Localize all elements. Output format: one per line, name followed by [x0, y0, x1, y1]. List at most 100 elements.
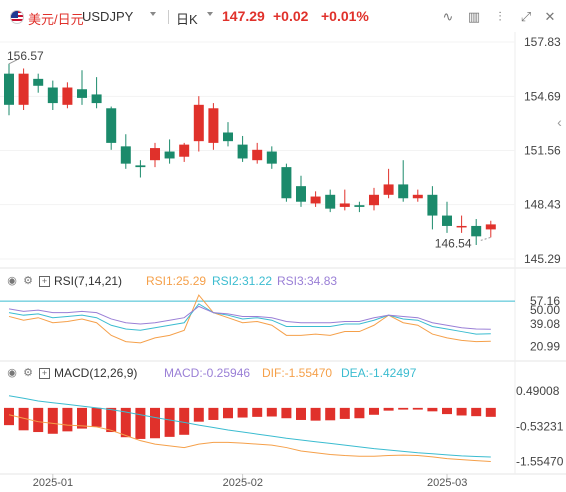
candle-body	[4, 73, 14, 105]
macd-histogram-bar	[33, 407, 44, 433]
rsi-y-tick-label: 20.99	[530, 340, 560, 354]
candle-body	[252, 149, 263, 161]
candle-body	[281, 167, 292, 199]
macd-histogram-bar	[325, 407, 336, 421]
macd-histogram-bar	[296, 407, 306, 420]
candle-body	[369, 194, 379, 206]
x-tick-label: 2025-02	[223, 477, 263, 489]
x-tick-label: 2025-03	[427, 477, 467, 489]
candle-body	[398, 184, 409, 199]
low-label: 146.54	[435, 236, 472, 250]
candle-body	[310, 196, 321, 204]
eye-icon[interactable]: ◉	[7, 275, 17, 287]
candle-body	[223, 132, 233, 142]
macd-series-line	[8, 414, 491, 463]
candle-body	[412, 194, 423, 199]
macd-histogram-bar	[150, 407, 160, 439]
high-label: 156.57	[7, 49, 44, 63]
macd-histogram-bar	[237, 407, 248, 418]
rsi-series-line	[8, 303, 491, 335]
settings-icon[interactable]: ⫶	[498, 9, 502, 24]
candle-body	[18, 73, 29, 105]
chevron-down-icon[interactable]	[207, 12, 213, 16]
macd-histogram-bar	[47, 407, 58, 434]
candle-body	[325, 194, 336, 209]
pair-code[interactable]: USDJPY	[82, 9, 134, 24]
candle-body	[471, 225, 482, 237]
x-tick-label: 2025-01	[33, 477, 73, 489]
candle-body	[208, 108, 219, 143]
macd-histogram-bar	[354, 407, 365, 419]
macd-histogram-bar	[427, 407, 438, 412]
candle-body	[296, 186, 306, 202]
y-tick-label: 151.56	[524, 144, 561, 158]
macd-series-line	[8, 395, 491, 458]
price-change: +0.02	[273, 8, 309, 24]
macd-histogram-bar	[471, 407, 482, 417]
period-selector[interactable]: 日K	[176, 12, 198, 27]
dif-value: DIF:-1.55470	[262, 366, 333, 380]
candle-body	[62, 87, 73, 105]
y-tick-label: 157.83	[524, 35, 561, 49]
indicator-menu-icon[interactable]: +	[39, 368, 50, 379]
rsi-y-tick-label: 57.16	[530, 294, 560, 308]
candle-body	[193, 104, 204, 142]
candle-body	[456, 225, 467, 228]
rsi2-value: RSI2:31.22	[212, 274, 273, 288]
macd-histogram-bar	[383, 407, 394, 411]
macd-histogram-bar	[62, 407, 73, 432]
macd-y-tick-label: 0.49008	[516, 384, 560, 398]
macd-y-tick-label: -0.53231	[516, 419, 564, 433]
rsi-y-tick-label: 39.08	[530, 317, 560, 331]
candle-body	[77, 89, 87, 98]
gear-icon[interactable]: ⚙	[23, 275, 33, 287]
indicator-icon[interactable]: ∿	[442, 9, 454, 24]
candle-body	[485, 224, 496, 230]
fullscreen-icon[interactable]: ⤢	[520, 9, 532, 24]
chevron-down-icon[interactable]	[150, 12, 156, 16]
macd-histogram-bar	[252, 407, 263, 417]
candle-body	[91, 94, 102, 104]
macd-histogram-bar	[369, 407, 379, 415]
macd-histogram-bar	[164, 407, 175, 437]
macd-histogram-bar	[310, 407, 321, 421]
macd-y-tick-label: -1.55470	[516, 455, 564, 469]
candle-body	[106, 108, 117, 143]
low-marker	[480, 236, 491, 241]
macd-histogram-bar	[4, 407, 14, 426]
rsi-name: RSI(7,14,21)	[54, 274, 123, 288]
rsi3-value: RSI3:34.83	[277, 274, 338, 288]
y-tick-label: 148.43	[524, 198, 561, 212]
macd-histogram-bar	[223, 407, 233, 419]
eye-icon[interactable]: ◉	[7, 367, 17, 379]
last-price: 147.29	[222, 8, 265, 24]
candle-body	[237, 144, 248, 159]
rsi-series-line	[8, 305, 491, 330]
candle-body	[135, 165, 146, 168]
indicator-menu-icon[interactable]: +	[39, 276, 50, 287]
rsi-y-tick-label: 50.00	[530, 303, 560, 317]
macd-name: MACD(12,26,9)	[54, 366, 138, 380]
dea-value: DEA:-1.42497	[341, 366, 417, 380]
pair-name[interactable]: 美元/日元	[28, 12, 84, 27]
candle-body	[383, 184, 394, 195]
chevron-left-icon[interactable]: ‹	[557, 114, 562, 130]
macd-histogram-bar	[91, 407, 102, 427]
macd-histogram-bar	[179, 407, 190, 435]
us-flag-icon	[10, 10, 24, 24]
candle-body	[33, 78, 44, 86]
chart-type-icon[interactable]: ▥	[467, 9, 481, 24]
macd-histogram-bar	[18, 407, 29, 431]
divider	[168, 10, 169, 24]
candle-body	[266, 151, 277, 164]
macd-histogram-bar	[266, 407, 277, 417]
gear-icon[interactable]: ⚙	[23, 367, 33, 379]
macd-histogram-bar	[485, 407, 496, 417]
candle-body	[164, 151, 175, 159]
candle-body	[179, 144, 190, 157]
close-icon[interactable]: ✕	[544, 9, 556, 24]
candle-body	[150, 148, 160, 161]
macd-histogram-bar	[456, 407, 467, 416]
macd-histogram-bar	[442, 407, 452, 415]
